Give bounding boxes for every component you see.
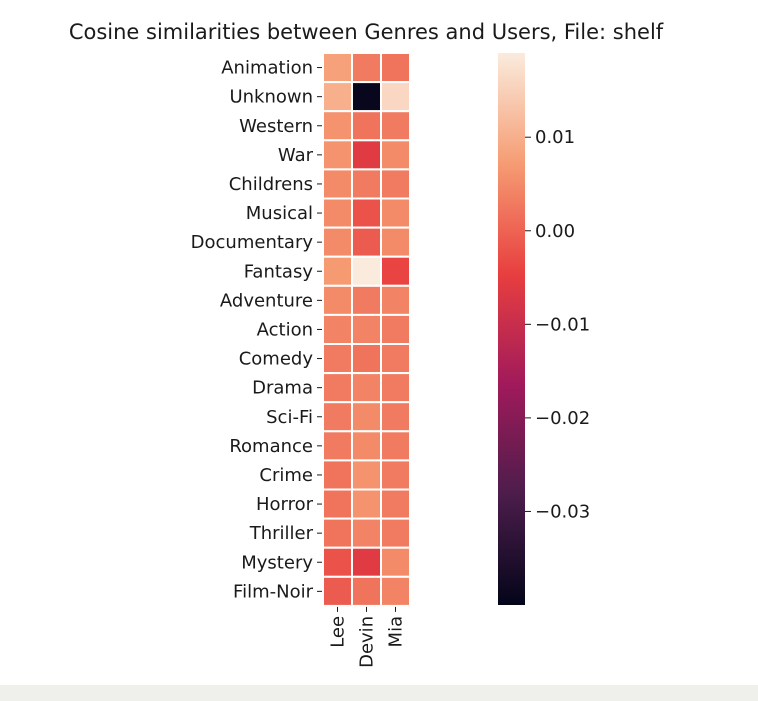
colorbar	[498, 53, 525, 605]
row-label: Documentary	[191, 232, 314, 253]
heatmap-cell	[380, 81, 411, 113]
heatmap-cell	[351, 139, 382, 171]
row-label: Unknown	[229, 87, 313, 108]
heatmap-cell	[351, 343, 382, 375]
heatmap-cell	[351, 313, 382, 345]
heatmap-cell	[380, 343, 411, 375]
heatmap-cell	[380, 313, 411, 345]
heatmap-cell	[351, 575, 382, 607]
heatmap-cell	[351, 546, 382, 578]
heatmap-cell	[322, 343, 353, 375]
heatmap-cell	[351, 168, 382, 200]
row-label: Action	[257, 319, 313, 340]
heatmap-cell	[351, 255, 382, 287]
heatmap-cell	[351, 52, 382, 84]
heatmap-cell	[322, 488, 353, 520]
row-label: Childrens	[229, 174, 313, 195]
heatmap-cell	[322, 401, 353, 433]
heatmap-cell	[380, 110, 411, 142]
heatmap-cell	[380, 546, 411, 578]
heatmap-cell	[322, 226, 353, 258]
colorbar-tick-label: −0.01	[535, 314, 590, 335]
colorbar-tick-label: 0.01	[535, 127, 575, 148]
chart-title: Cosine similarities between Genres and U…	[69, 20, 664, 44]
heatmap-cell	[322, 284, 353, 316]
heatmap-cell	[351, 197, 382, 229]
heatmap-cell	[322, 255, 353, 287]
heatmap-cell	[380, 517, 411, 549]
heatmap-cell	[322, 52, 353, 84]
heatmap-cell	[351, 110, 382, 142]
row-label: War	[278, 145, 314, 166]
heatmap-cell	[322, 110, 353, 142]
heatmap-cell	[322, 197, 353, 229]
column-label: Devin	[357, 616, 378, 668]
row-label: Thriller	[249, 523, 314, 544]
heatmap-cell	[322, 430, 353, 462]
row-label: Drama	[252, 378, 313, 399]
heatmap-cell	[380, 488, 411, 520]
heatmap-cell	[380, 52, 411, 84]
column-label: Mia	[386, 616, 407, 648]
row-label: Musical	[246, 203, 313, 224]
heatmap-cell	[351, 459, 382, 491]
heatmap-cell	[380, 284, 411, 316]
heatmap-cell	[351, 372, 382, 404]
heatmap-cell	[322, 81, 353, 113]
heatmap-cell	[380, 226, 411, 258]
heatmap-cell	[380, 197, 411, 229]
heatmap-cell	[322, 168, 353, 200]
heatmap-cell	[351, 401, 382, 433]
column-label: Lee	[328, 616, 349, 648]
row-label: Western	[239, 116, 313, 137]
heatmap-cell	[380, 459, 411, 491]
colorbar-tick-label: −0.02	[535, 408, 590, 429]
heatmap-cell	[351, 284, 382, 316]
row-label: Film-Noir	[233, 581, 314, 602]
row-label: Comedy	[239, 349, 314, 370]
row-label: Horror	[256, 494, 314, 515]
heatmap-cell	[351, 430, 382, 462]
heatmap-cell	[380, 372, 411, 404]
heatmap-cell	[322, 575, 353, 607]
footer-bar	[0, 685, 758, 701]
row-label: Adventure	[220, 290, 313, 311]
heatmap-cell	[322, 546, 353, 578]
heatmap-cell	[380, 575, 411, 607]
heatmap-cell	[351, 81, 382, 113]
heatmap-cell	[380, 255, 411, 287]
heatmap-cell	[351, 488, 382, 520]
heatmap-cell	[322, 459, 353, 491]
colorbar-tick-label: −0.03	[535, 501, 590, 522]
row-label: Mystery	[241, 552, 313, 573]
row-label: Sci-Fi	[266, 407, 313, 428]
heatmap-cell	[322, 313, 353, 345]
colorbar-tick-label: 0.00	[535, 221, 575, 242]
row-label: Crime	[259, 465, 313, 486]
heatmap-cell	[380, 168, 411, 200]
heatmap-cell	[380, 139, 411, 171]
heatmap-cell	[322, 372, 353, 404]
heatmap-cell	[351, 226, 382, 258]
heatmap-cell	[380, 401, 411, 433]
row-label: Animation	[221, 58, 313, 79]
row-label: Romance	[229, 436, 313, 457]
heatmap-cell	[351, 517, 382, 549]
heatmap-cell	[380, 430, 411, 462]
heatmap-cell	[322, 139, 353, 171]
row-label: Fantasy	[244, 261, 314, 282]
heatmap-cell	[322, 517, 353, 549]
